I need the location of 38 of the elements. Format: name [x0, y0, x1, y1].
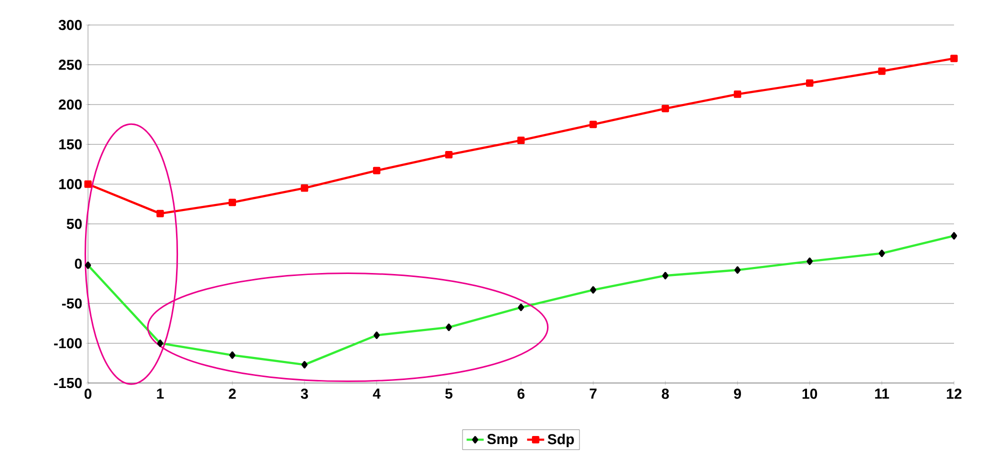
- x-tick-label: 9: [734, 388, 741, 399]
- y-tick-label: 50: [66, 218, 82, 229]
- point: [734, 90, 742, 98]
- y-tick-label: -50: [62, 298, 82, 309]
- x-tick-label: 6: [518, 388, 524, 399]
- y-tick-label: -100: [54, 338, 82, 348]
- x-tick-label: 1: [157, 388, 164, 399]
- x-tick-label: 7: [590, 388, 597, 399]
- point: [517, 136, 525, 144]
- point: [156, 210, 164, 218]
- point: [445, 150, 453, 158]
- point: [300, 184, 308, 192]
- x-tick-label: 0: [84, 388, 92, 399]
- point: [950, 54, 958, 62]
- y-tick-label: 200: [58, 99, 82, 110]
- point: [878, 67, 886, 75]
- y-tick-label: 250: [58, 60, 82, 70]
- x-tick-label: 5: [445, 388, 452, 399]
- y-tick-label: 300: [58, 20, 82, 30]
- point: [589, 120, 597, 128]
- point: [228, 198, 236, 206]
- y-tick-label: 150: [59, 139, 82, 150]
- legend-label: Smp: [487, 434, 518, 447]
- x-tick-label: 10: [802, 388, 818, 399]
- x-tick-label: 4: [372, 388, 381, 399]
- x-tick-label: 11: [875, 388, 890, 399]
- point: [372, 166, 380, 174]
- point: [84, 180, 92, 188]
- x-tick-label: 12: [946, 388, 962, 399]
- point: [662, 104, 670, 112]
- point: [806, 79, 814, 87]
- x-tick-label: 3: [300, 388, 308, 399]
- y-tick-label: 0: [74, 258, 82, 269]
- x-tick-label: 2: [228, 388, 236, 399]
- y-tick-label: 100: [59, 179, 82, 190]
- legend-label: Sdp: [548, 434, 574, 448]
- y-tick-label: -150: [54, 378, 82, 388]
- x-tick-label: 8: [662, 388, 669, 399]
